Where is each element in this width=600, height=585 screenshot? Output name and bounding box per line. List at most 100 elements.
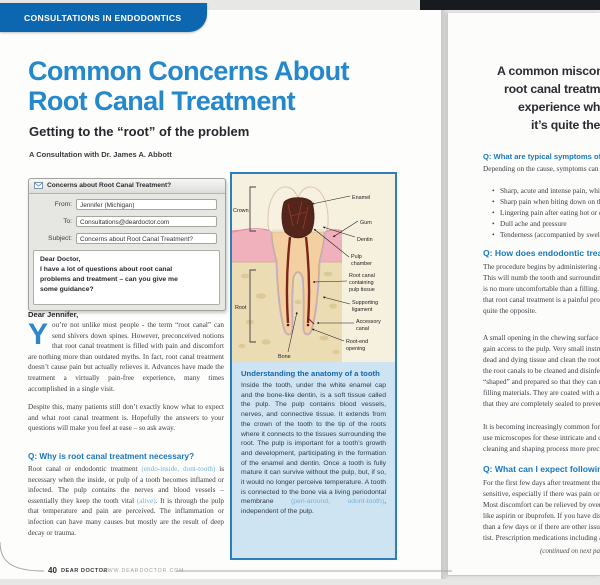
- email-message-line: problems and treatment – can you give me: [40, 276, 178, 283]
- email-to-label: To:: [63, 218, 72, 225]
- procedure-line: quite the opposite.: [483, 306, 537, 315]
- bullet-icon: •: [492, 230, 495, 239]
- procedure-line: is no more uncomfortable than a filling.…: [483, 284, 600, 293]
- footer-rule: [0, 541, 452, 572]
- email-window: Concerns about Root Canal Treatment? Fro…: [28, 178, 226, 311]
- top-dark-strip: [420, 0, 600, 10]
- procedure-line: cleaning and shaping process more precis…: [483, 444, 600, 453]
- label-pulp-chamber-2: chamber: [351, 261, 372, 267]
- email-titlebar: Concerns about Root Canal Treatment?: [29, 179, 225, 194]
- article-paragraph-2: Despite this, many patients still don’t …: [28, 403, 224, 433]
- question-heading-symptoms: Q: What are typical symptoms of needing …: [483, 152, 600, 161]
- email-subject-field: Concerns about Root Canal Treatment?: [76, 233, 217, 244]
- magazine-website: WWW.DEARDOCTOR.COM: [102, 568, 185, 574]
- bullet-text: Sharp pain when biting down on the tooth: [500, 197, 600, 206]
- label-pulp-chamber: Pulp: [351, 254, 362, 260]
- tooth-anatomy-diagram: Crown Root Enamel Gum Dentin Pulp chambe…: [231, 174, 395, 362]
- dropcap: Y: [28, 318, 49, 351]
- procedure-line: The procedure begins by administering a …: [483, 262, 600, 271]
- label-root-end-2: opening: [346, 346, 365, 352]
- root-end-opening-left: [286, 323, 290, 327]
- procedure-line: “shaped” and prepared so that they can r…: [483, 377, 600, 386]
- label-root: Root: [235, 305, 247, 311]
- email-from-field: Jennifer (Michigan): [76, 199, 217, 210]
- expectations-line: tist. Prescription medications including…: [483, 533, 600, 542]
- expectations-line: like aspirin or ibuprofen. If you have d…: [483, 511, 600, 520]
- procedure-line: gain access to the pulp. Very small inst…: [483, 344, 600, 353]
- right-page: [448, 13, 600, 576]
- bullet-text: Lingering pain after eating hot or cold …: [500, 208, 600, 217]
- envelope-icon: [34, 182, 43, 189]
- label-ligament-2: ligament: [352, 307, 373, 313]
- symptom-bullet: • Sharp pain when biting down on the toot…: [492, 197, 600, 206]
- article-paragraph-3: Root canal or endodontic treatment (endo…: [28, 465, 224, 537]
- pull-quote-line: it’s quite the opposite.: [531, 118, 600, 132]
- label-dentin: Dentin: [357, 237, 373, 243]
- root-canal-left: [285, 236, 292, 324]
- bullet-text: Dull ache and pressure: [500, 219, 567, 228]
- article-title-line2: Root Canal Treatment: [28, 86, 296, 116]
- label-root-canal: Root canal: [349, 273, 375, 279]
- procedure-line: use microscopes for these intricate and …: [483, 433, 600, 442]
- article-subtitle: Getting to the “root” of the problem: [29, 124, 250, 139]
- crown-bracket: [249, 186, 256, 232]
- procedure-line: filling materials. They are coated with …: [483, 388, 600, 397]
- accessory-canal-branch: [307, 317, 315, 325]
- label-root-canal-3: pulp tissue: [349, 287, 375, 293]
- bullet-icon: •: [492, 197, 495, 206]
- procedure-line: the root canals to be cleaned and disinf…: [483, 366, 600, 375]
- email-from-label: From:: [54, 201, 72, 208]
- expectations-line: For the first few days after treatment t…: [483, 478, 600, 487]
- email-message-line: I have a lot of questions about root can…: [40, 266, 173, 273]
- email-message-line: some guidance?: [40, 286, 94, 293]
- email-from-row: From: Jennifer (Michigan): [29, 199, 225, 211]
- procedure-line: It is becoming increasingly common for d…: [483, 422, 600, 431]
- symptoms-intro: Depending on the cause, symptoms can var…: [483, 164, 600, 173]
- page-number: 40: [48, 566, 57, 575]
- expectations-line: than a few days or if there are other is…: [483, 522, 600, 531]
- continued-note: (continued on next page): [540, 548, 600, 555]
- label-lines: [287, 195, 359, 353]
- anatomy-sidebar: Crown Root Enamel Gum Dentin Pulp chambe…: [230, 172, 397, 560]
- root-canal-right: [304, 236, 311, 324]
- question-heading-expectations: Q: What can I expect following treatment…: [483, 464, 600, 474]
- procedure-line: This will numb the tooth and surrounding…: [483, 273, 600, 282]
- email-message-body: Dear Doctor, I have a lot of questions a…: [33, 250, 220, 305]
- sidebar-caption-heading: Understanding the anatomy of a tooth: [241, 369, 380, 378]
- procedure-line: dead and dying tissue and clean the root…: [483, 355, 600, 364]
- page-fold: [441, 10, 448, 579]
- sidebar-caption-text: Inside the tooth, under the white enamel…: [241, 382, 386, 516]
- email-subject-label: Subject:: [48, 235, 72, 242]
- question-heading-procedure: Q: How does endodontic treatment work?: [483, 248, 600, 258]
- email-to-field: Consultations@deardoctor.com: [76, 216, 217, 227]
- label-root-canal-2: containing: [349, 280, 374, 286]
- root-bracket: [249, 269, 256, 343]
- reply-salutation: Dear Jennifer,: [28, 310, 79, 319]
- article-title-line1: Common Concerns About: [28, 56, 350, 86]
- label-accessory-2: canal: [356, 326, 369, 332]
- bullet-icon: •: [492, 186, 495, 195]
- pull-quote-line: A common misconception is that: [497, 64, 600, 78]
- email-to-row: To: Consultations@deardoctor.com: [29, 216, 225, 228]
- label-root-end: Root-end: [346, 339, 368, 345]
- diagram-labels: Crown Root Enamel Gum Dentin Pulp chambe…: [233, 195, 381, 360]
- expectations-line: sensitive, especially if there was pain …: [483, 489, 600, 498]
- symptom-bullet: • Tenderness (accompanied by swelling) in…: [492, 230, 600, 239]
- bullet-icon: •: [492, 219, 495, 228]
- symptom-bullet: • Lingering pain after eating hot or cold…: [492, 208, 600, 217]
- symptom-bullet: • Dull ache and pressure: [492, 219, 567, 228]
- magazine-name: DEAR DOCTOR: [61, 568, 109, 574]
- article-title: Common Concerns About Root Canal Treatme…: [28, 56, 350, 116]
- procedure-line: that root canal treatment is a painful p…: [483, 295, 600, 304]
- bullet-text: Tenderness (accompanied by swelling) in …: [500, 230, 600, 239]
- bone-texture: [238, 271, 340, 355]
- procedure-line: that they are completely sealed to preve…: [483, 399, 600, 408]
- pull-quote-line: experience when in fact: [518, 100, 600, 114]
- sidebar-caption: Understanding the anatomy of a tooth Ins…: [232, 362, 395, 558]
- bullet-text: Sharp, acute and intense pain, which is …: [500, 186, 600, 195]
- email-subject-row: Subject: Concerns about Root Canal Treat…: [29, 233, 225, 245]
- section-banner: CONSULTATIONS IN ENDODONTICS: [0, 3, 207, 32]
- label-ligament: Supporting: [352, 300, 378, 306]
